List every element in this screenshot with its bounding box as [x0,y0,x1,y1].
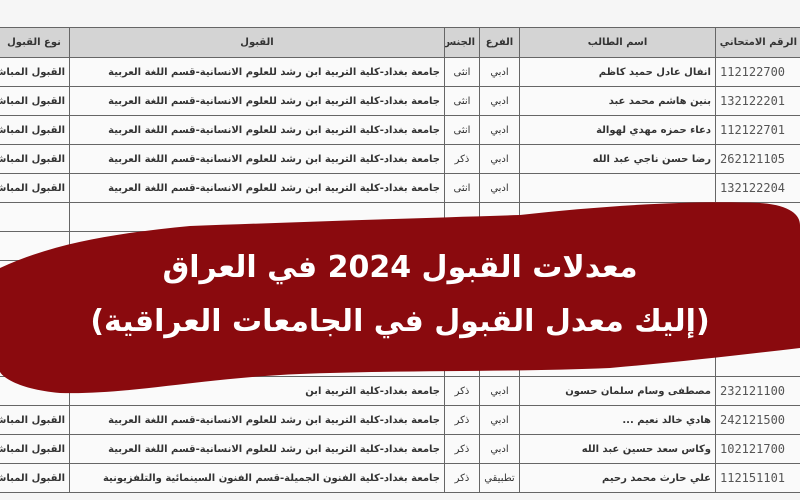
branch-cell: تطبيقي [479,463,520,493]
exam-number-cell [715,347,800,377]
admission-cell: جامعة بغداد-كلية التربية ابن رشد للعلوم … [69,144,445,174]
student-name-cell: وكاس سعد حسين عبد الله [519,434,716,464]
gender-cell: انثى [444,115,480,145]
header-exam-number: الرقم الامتحاني [715,27,800,58]
admission-type-cell: القبول المباشر [0,434,70,464]
admission-cell: جامعة بغداد-كلية التربية ابن رشد للعلوم … [69,115,445,145]
exam-number-cell: 262121105 [715,144,800,174]
admission-type-cell: القبول المباشر [0,144,70,174]
exam-number-cell: 242121500 [715,405,800,435]
branch-cell: ادبي [479,115,520,145]
gender-cell: انثى [444,86,480,116]
exam-number-cell: 132122204 [715,173,800,203]
admission-cell [69,202,445,232]
admission-cell: جامعة بغداد-كلية التربية ابن رشد للعلوم … [69,434,445,464]
table-header-row: الرقم الامتحاني اسم الطالب الفرع الجنس ا… [0,27,800,58]
admission-type-cell [0,347,70,377]
header-admission: القبول [69,27,445,58]
header-gender: الجنس [444,27,480,58]
table-row: 132122201 بنين هاشم محمد عبد ادبي انثى جامعة… [0,86,800,116]
exam-number-cell: 112122701 [715,115,800,145]
admission-cell: جامعة بغداد-كلية التربية ابن رشد للعلوم … [69,57,445,87]
table-row: 102121700 وكاس سعد حسين عبد الله ادبي ذكر جا… [0,434,800,464]
branch-cell [479,347,520,377]
table-row: 112151101 علي حارث محمد رحيم تطبيقي ذكر جامع… [0,463,800,493]
branch-cell: ادبي [479,173,520,203]
gender-cell [444,202,480,232]
admission-cell: جامعة بغداد-كلية الفنون الجميلة-قسم الفن… [69,463,445,493]
branch-cell: ادبي [479,57,520,87]
student-name-cell [519,173,716,203]
gender-cell: انثى [444,57,480,87]
admission-cell: جامعة بغداد-كلية التربية ابن رشد للعلوم … [69,173,445,203]
admission-type-cell: القبول المباشر [0,57,70,87]
student-name-cell: هادي خالد نعيم ... [519,405,716,435]
banner-title: معدلات القبول 2024 في العراق [162,250,638,285]
admission-cell: جامعة بغداد-كلية التربية ابن [69,376,445,406]
branch-cell: ادبي [479,405,520,435]
branch-cell: ادبي [479,376,520,406]
admission-type-cell [0,376,70,406]
branch-cell: ادبي [479,144,520,174]
admission-type-cell: القبول المباشر [0,115,70,145]
header-student-name: اسم الطالب [519,27,716,58]
gender-cell [444,347,480,377]
gender-cell: ذكر [444,376,480,406]
admission-cell: جامعة بغداد-كلية التربية ابن رشد للعلوم … [69,405,445,435]
table-row: 232121100 مصطفى وسام سلمان حسون ادبي ذكر جام… [0,376,800,406]
student-name-cell: دعاء حمزه مهدي لهوالة [519,115,716,145]
table-row: 132122204 ادبي انثى جامعة بغداد-كلية التربي… [0,173,800,203]
table-row: 112122700 انفال عادل حميد كاظم ادبي انثى جام… [0,57,800,87]
admission-type-cell: القبول المباشر [0,405,70,435]
student-name-cell [519,202,716,232]
admission-type-cell [0,202,70,232]
branch-cell [479,202,520,232]
gender-cell: ذكر [444,463,480,493]
table-row: 262121105 رضا حسن ناجي عبد الله ادبي ذكر جام… [0,144,800,174]
gender-cell: ذكر [444,144,480,174]
table-row [0,202,800,232]
gender-cell: ذكر [444,434,480,464]
exam-number-cell: 112122700 [715,57,800,87]
student-name-cell: بنين هاشم محمد عبد [519,86,716,116]
branch-cell: ادبي [479,86,520,116]
admission-type-cell: القبول المباشر [0,173,70,203]
header-admission-type: نوع القبول [0,27,70,58]
banner-subtitle: (إليك معدل القبول في الجامعات العراقية) [90,304,710,339]
student-name-cell: علي حارث محمد رحيم [519,463,716,493]
exam-number-cell: 102121700 [715,434,800,464]
admission-cell: جامعة بغداد-كلية التربية ابن رشد للعلوم … [69,86,445,116]
admission-type-cell: القبول المباشر [0,86,70,116]
exam-number-cell: 232121100 [715,376,800,406]
exam-number-cell: 132122201 [715,86,800,116]
exam-number-cell [715,202,800,232]
student-name-cell [519,347,716,377]
admission-cell [69,347,445,377]
table-row: 112122701 دعاء حمزه مهدي لهوالة ادبي انثى جا… [0,115,800,145]
gender-cell: انثى [444,173,480,203]
branch-cell: ادبي [479,434,520,464]
student-name-cell: انفال عادل حميد كاظم [519,57,716,87]
exam-number-cell: 112151101 [715,463,800,493]
student-name-cell: مصطفى وسام سلمان حسون [519,376,716,406]
admission-type-cell: القبول المباشر [0,463,70,493]
table-row: 242121500 هادي خالد نعيم ... ادبي ذكر جامعة … [0,405,800,435]
gender-cell: ذكر [444,405,480,435]
student-name-cell: رضا حسن ناجي عبد الله [519,144,716,174]
header-branch: الفرع [479,27,520,58]
table-row [0,347,800,377]
